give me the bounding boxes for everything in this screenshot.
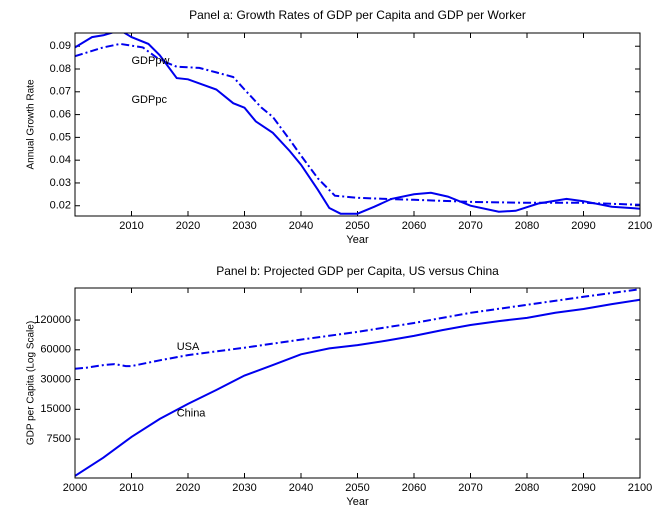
x-tick-label: 2070 [458, 220, 482, 232]
x-tick-label: 2040 [289, 220, 313, 232]
x-tick-label: 2070 [458, 482, 482, 494]
chart-title: Panel a: Growth Rates of GDP per Capita … [189, 8, 526, 22]
x-tick-label: 2090 [571, 220, 595, 232]
x-tick-label: 2080 [515, 482, 539, 494]
x-tick-label: 2060 [402, 220, 426, 232]
plot-frame [74, 32, 641, 217]
y-tick-label: 120000 [34, 314, 71, 326]
x-tick-label: 2030 [232, 482, 256, 494]
annotation: USA [177, 341, 200, 353]
chart-title: Panel b: Projected GDP per Capita, US ve… [216, 264, 499, 278]
y-tick-label: 30000 [40, 373, 71, 385]
x-tick-label: 2100 [628, 220, 652, 232]
x-tick-label: 2090 [571, 482, 595, 494]
x-tick-label: 2040 [289, 482, 313, 494]
x-tick-label: 2100 [628, 482, 652, 494]
data-line [75, 298, 640, 477]
annotation: China [177, 408, 207, 420]
y-tick-label: 0.06 [50, 108, 71, 120]
x-tick-label: 2050 [345, 482, 369, 494]
x-tick-label: 2010 [119, 220, 143, 232]
annotation: GDPpc [132, 94, 168, 106]
x-tick-label: 2030 [232, 220, 256, 232]
data-line [75, 288, 640, 370]
y-tick-label: 7500 [47, 433, 71, 445]
y-tick-label: 15000 [40, 403, 71, 415]
x-tick-label: 2080 [515, 220, 539, 232]
y-axis-label: GDP per Capita (Log Scale) [26, 321, 37, 445]
y-tick-label: 0.08 [50, 63, 71, 75]
y-tick-label: 0.02 [50, 200, 71, 212]
y-tick-label: 0.09 [50, 40, 71, 52]
y-tick-label: 0.05 [50, 131, 71, 143]
y-tick-label: 60000 [40, 344, 71, 356]
y-axis-label: Annual Growth Rate [26, 79, 37, 169]
x-tick-label: 2020 [176, 220, 200, 232]
data-line [75, 33, 640, 215]
x-tick-label: 2060 [402, 482, 426, 494]
data-line [75, 42, 640, 206]
plot-frame [74, 287, 641, 479]
x-axis-label: Year [346, 496, 369, 508]
x-tick-label: 2020 [176, 482, 200, 494]
y-tick-label: 0.03 [50, 177, 71, 189]
x-tick-label: 2000 [63, 482, 87, 494]
y-tick-label: 0.07 [50, 86, 71, 98]
y-tick-label: 0.04 [50, 154, 71, 166]
annotation: GDPpw [132, 55, 170, 67]
x-tick-label: 2050 [345, 220, 369, 232]
x-tick-label: 2010 [119, 482, 143, 494]
x-axis-label: Year [346, 234, 369, 246]
